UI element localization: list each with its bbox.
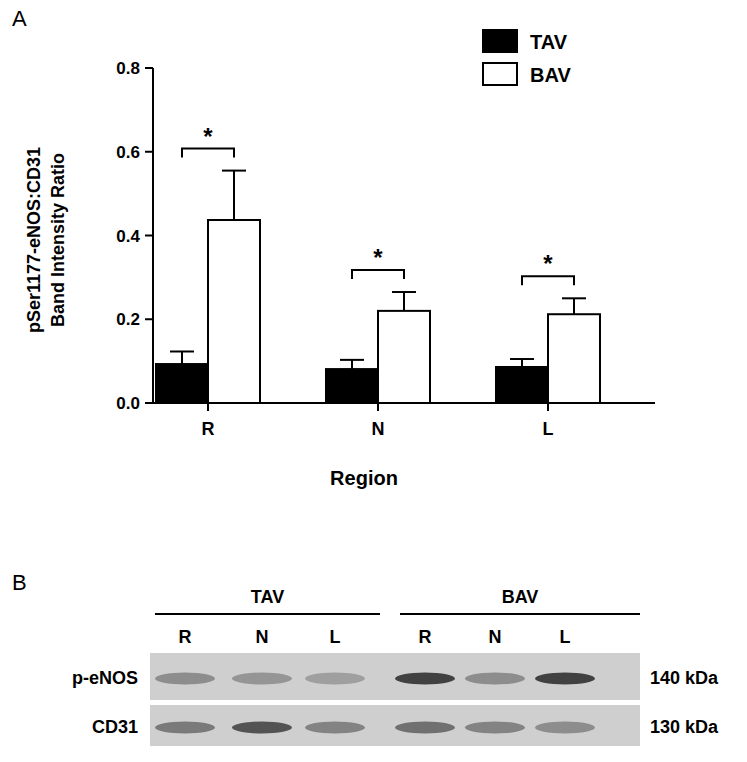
legend-swatch [483,30,517,52]
y-axis-label-line: pSer1177-eNOS:CD31 [24,147,44,333]
group-label: BAV [502,587,539,607]
group-line [155,613,380,615]
panel-label: B [12,570,27,595]
significance-bracket [352,270,404,279]
y-tick [145,318,153,320]
blot-band [155,722,215,734]
legend-swatch [483,63,517,85]
error-cap [392,291,416,293]
blot-band [465,722,525,734]
error-bar [403,292,405,311]
bar [378,311,430,403]
y-tick [145,235,153,237]
row-label: CD31 [92,717,138,737]
lane-label: L [330,627,341,647]
significance-bracket [522,276,574,285]
bar [326,369,378,403]
error-bar [521,359,523,367]
lane-label: N [489,627,502,647]
bars [156,171,600,403]
significance-star: * [543,250,553,277]
blot-band [305,722,365,734]
blot-band [535,673,595,685]
blot-strip [150,653,640,700]
lane-label: R [179,627,192,647]
x-axis-label: Region [330,467,398,489]
blot-band [535,722,595,734]
panel-label: A [12,6,27,31]
y-tick-label: 0.2 [116,310,140,329]
blot-band [395,673,455,685]
significance-star: * [373,244,383,271]
legend-label: BAV [530,64,571,86]
row-size: 130 kDa [650,717,719,737]
group-label: TAV [251,587,284,607]
x-tick [547,403,549,411]
significance-bracket [182,149,234,158]
error-cap [170,350,194,352]
error-bar [233,171,235,220]
figure: A 0.0 0.2 0.4 0.6 0.8 pSer1177-eNOS:CD31Band I… [0,0,747,762]
error-cap [340,359,364,361]
blot-band [395,722,455,734]
error-cap [222,170,246,172]
row-size: 140 kDa [650,668,719,688]
lane-label: R [419,627,432,647]
legend-label: TAV [530,31,568,53]
x-tick [377,403,379,411]
blot-band [305,673,365,685]
lane-label: N [256,627,269,647]
bar [548,314,600,403]
y-tick-label: 0.0 [116,394,140,413]
x-tick-label: L [543,419,554,439]
x-tick-label: R [202,419,215,439]
y-tick [145,402,153,404]
bar [208,220,260,403]
group-line [400,613,640,615]
bar [156,364,208,403]
error-bar [351,360,353,369]
y-tick [145,151,153,153]
lane-label: L [560,627,571,647]
y-tick-label: 0.8 [116,59,140,78]
y-tick-label: 0.6 [116,143,140,162]
y-axis-label: pSer1177-eNOS:CD31Band Intensity Ratio [24,147,68,333]
y-tick [145,67,153,69]
x-tick [207,403,209,411]
error-bar [181,351,183,364]
blot-strip [150,705,640,746]
row-label: p-eNOS [72,668,138,688]
blot-band [465,673,525,685]
error-bar [573,298,575,314]
x-tick-label: N [372,419,385,439]
error-cap [510,358,534,360]
bar [496,367,548,403]
y-tick-label: 0.4 [116,227,140,246]
significance-star: * [203,123,213,150]
y-axis-label-line: Band Intensity Ratio [48,153,68,327]
blot-band [155,673,215,685]
error-cap [562,297,586,299]
blot-band [232,673,292,685]
blot-band [232,722,292,734]
